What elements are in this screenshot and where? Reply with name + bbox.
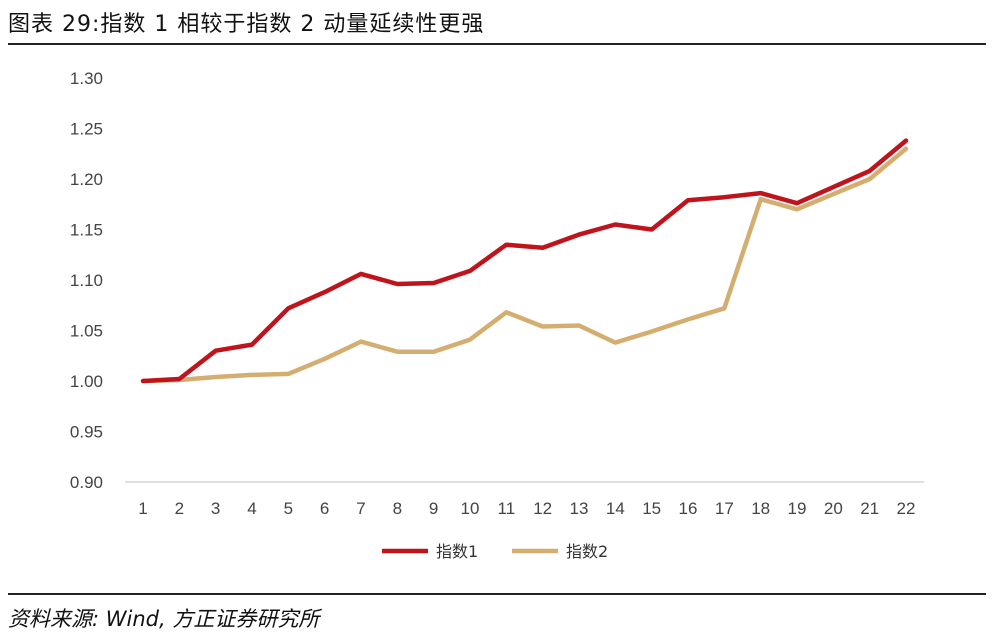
x-tick-label: 16	[679, 499, 698, 518]
title-rule	[8, 43, 986, 45]
x-tick-label: 6	[320, 499, 329, 518]
y-tick-label: 1.10	[70, 271, 103, 290]
x-tick-label: 5	[284, 499, 293, 518]
chart-title: 图表 29:指数 1 相较于指数 2 动量延续性更强	[8, 12, 485, 37]
series-line	[140, 138, 909, 384]
x-tick-label: 17	[715, 499, 734, 518]
y-tick-label: 1.30	[70, 69, 103, 88]
x-tick-label: 7	[356, 499, 365, 518]
y-tick-label: 1.00	[70, 372, 103, 391]
x-tick-label: 13	[570, 499, 589, 518]
y-tick-label: 1.05	[70, 322, 103, 341]
y-axis-labels: 0.90 0.95 1.00 1.05 1.10 1.15 1.20 1.25 1.30	[70, 69, 103, 492]
x-tick-label: 10	[461, 499, 480, 518]
source-note: 资料来源: Wind, 方正证券研究所	[8, 607, 320, 631]
source-rule	[8, 593, 986, 595]
x-tick-label: 15	[642, 499, 661, 518]
y-tick-label: 0.95	[70, 423, 103, 442]
y-tick-label: 1.15	[70, 221, 103, 240]
legend-label: 指数2	[566, 542, 608, 561]
y-tick-label: 1.25	[70, 120, 103, 139]
x-tick-label: 9	[429, 499, 438, 518]
y-tick-label: 0.90	[70, 473, 103, 492]
x-tick-label: 21	[860, 499, 879, 518]
x-axis-labels: 1 2 3 4 5 6 7 8 9 10 11 12 13 14 15 16 17 18 19 20 21 22	[138, 499, 915, 518]
x-tick-label: 22	[897, 499, 916, 518]
x-tick-label: 20	[824, 499, 843, 518]
legend-label: 指数1	[436, 542, 478, 561]
series-line	[140, 146, 909, 384]
x-tick-label: 14	[606, 499, 625, 518]
series-lines	[140, 138, 909, 384]
x-tick-label: 1	[138, 499, 147, 518]
x-tick-label: 3	[211, 499, 220, 518]
x-tick-label: 18	[751, 499, 770, 518]
x-tick-label: 12	[533, 499, 552, 518]
x-tick-label: 11	[498, 499, 516, 518]
x-tick-label: 8	[393, 499, 402, 518]
x-tick-label: 19	[788, 499, 807, 518]
legend: 指数1 指数2	[382, 542, 608, 561]
y-tick-label: 1.20	[70, 170, 103, 189]
x-tick-label: 4	[247, 499, 256, 518]
x-tick-label: 2	[175, 499, 184, 518]
